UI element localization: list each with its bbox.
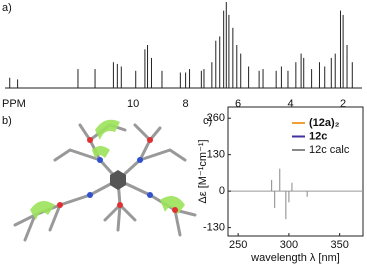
atom <box>97 157 103 163</box>
atom <box>172 207 178 213</box>
legend-label: 12c calc <box>309 144 350 156</box>
panel-label: a) <box>2 2 12 14</box>
ribbon <box>30 201 55 220</box>
bonds <box>13 123 197 242</box>
x-tick-label: 10 <box>127 98 139 110</box>
x-tick-label: 6 <box>235 98 241 110</box>
x-axis-label: PPM <box>2 98 26 110</box>
x-axis-label: wavelength λ [nm] <box>250 252 340 264</box>
x-tick-label: 2 <box>340 98 346 110</box>
atom <box>147 192 153 198</box>
y-tick-label: 0 <box>219 185 225 197</box>
x-tick-label: 300 <box>280 239 298 251</box>
y-tick-label: 130 <box>207 149 225 161</box>
molecule-drawing <box>13 119 197 242</box>
y-tick-label: 260 <box>207 112 225 124</box>
atom <box>117 202 123 208</box>
x-tick-label: 350 <box>330 239 348 251</box>
plot-frame <box>227 106 364 237</box>
x-tick-label: 250 <box>229 239 247 251</box>
legend-label: (12a)₂ <box>309 117 340 129</box>
atom <box>57 202 63 208</box>
atom <box>87 192 93 198</box>
panel-label: b) <box>2 115 12 127</box>
atom <box>147 137 153 143</box>
atom <box>87 137 93 143</box>
x-tick-label: 8 <box>183 98 189 110</box>
y-tick-label: -130 <box>203 221 225 233</box>
x-tick-label: 4 <box>288 98 294 110</box>
ribbon <box>160 196 185 214</box>
ribbons <box>30 119 185 220</box>
ribbon <box>92 146 110 158</box>
ribbon <box>95 119 120 140</box>
y-axis-label: Δε [M⁻¹cm⁻¹] <box>197 139 209 203</box>
atoms <box>57 137 178 213</box>
core-ring <box>110 170 126 190</box>
panel-label: c) <box>203 115 212 127</box>
legend-label: 12c <box>309 130 327 142</box>
bond <box>13 123 197 242</box>
atom <box>137 157 143 163</box>
